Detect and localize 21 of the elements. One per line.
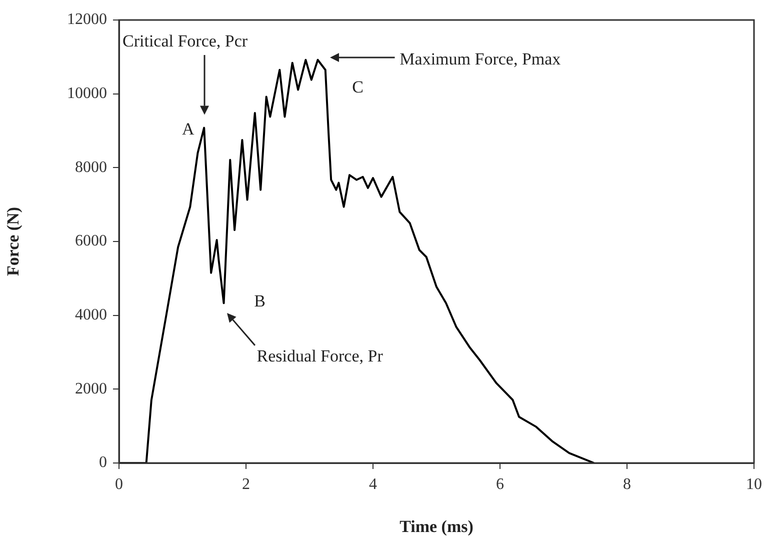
- x-tick-label: 8: [623, 476, 631, 493]
- x-tick-label: 2: [242, 476, 250, 493]
- annotation: Critical Force, Pcr: [122, 32, 248, 51]
- annotation: C: [352, 77, 364, 96]
- y-tick-label: 8000: [75, 158, 107, 176]
- x-tick-label: 4: [369, 476, 377, 493]
- y-tick-label: 0: [99, 454, 107, 472]
- y-tick-label: 4000: [75, 306, 107, 324]
- annotation: B: [254, 292, 266, 311]
- annotation: A: [182, 119, 195, 138]
- y-tick-label: 10000: [67, 85, 107, 102]
- x-axis-title: Time (ms): [400, 517, 474, 536]
- x-tick-label: 6: [496, 476, 504, 493]
- annotation: Maximum Force, Pmax: [400, 49, 562, 68]
- y-tick-label: 12000: [67, 11, 107, 28]
- x-tick-label: 0: [115, 476, 123, 493]
- y-tick-label: 2000: [75, 380, 107, 398]
- x-tick-label: 10: [746, 476, 762, 493]
- annotation: Residual Force, Pr: [256, 346, 384, 366]
- y-axis-title: Force (N): [4, 206, 23, 276]
- y-tick-label: 6000: [75, 232, 107, 250]
